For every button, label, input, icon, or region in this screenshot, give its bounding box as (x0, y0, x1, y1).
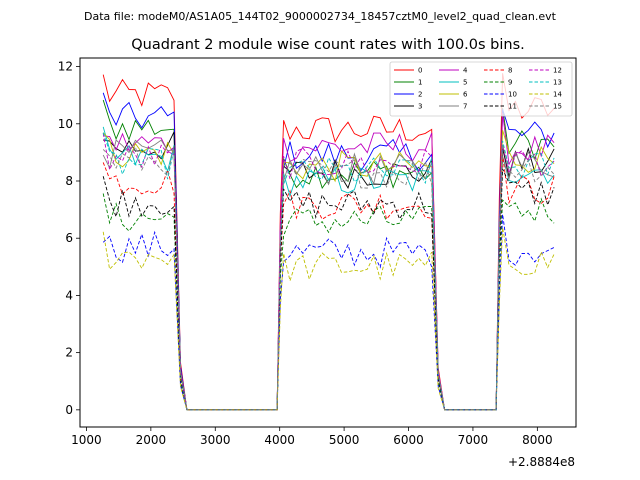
y-tick-label: 2 (65, 346, 73, 360)
x-tick-label: 5000 (329, 433, 360, 447)
legend-label-9: 9 (508, 79, 512, 87)
plot-area (80, 58, 576, 427)
x-tick-label: 4000 (264, 433, 295, 447)
plot-frame (79, 57, 577, 428)
legend-label-1: 1 (418, 79, 422, 87)
legend-label-4: 4 (463, 67, 468, 75)
legend-label-6: 6 (463, 91, 468, 99)
x-tick-label: 2000 (136, 433, 167, 447)
legend-label-15: 15 (553, 103, 562, 111)
x-tick-label: 7000 (458, 433, 489, 447)
legend-label-8: 8 (508, 67, 512, 75)
y-tick-label: 12 (58, 60, 73, 74)
x-tick-label: 8000 (522, 433, 553, 447)
legend-label-10: 10 (508, 91, 517, 99)
legend-label-13: 13 (553, 79, 562, 87)
x-offset-text: +2.8884e8 (508, 455, 575, 469)
series-layer (102, 73, 555, 411)
y-tick-label: 10 (58, 117, 73, 131)
legend-label-2: 2 (418, 91, 422, 99)
y-tick-label: 6 (65, 231, 73, 245)
series-line-10 (102, 214, 555, 411)
y-tick-label: 0 (65, 403, 73, 417)
x-tick-label: 6000 (393, 433, 424, 447)
y-tick-label: 8 (65, 174, 73, 188)
x-tick-label: 1000 (71, 433, 102, 447)
y-tick-label: 4 (65, 288, 73, 302)
legend-label-14: 14 (553, 91, 562, 99)
figure-suptitle: Data file: modeM0/AS1A05_144T02_90000027… (84, 10, 557, 23)
legend-label-12: 12 (553, 67, 562, 75)
legend-label-5: 5 (463, 79, 467, 87)
legend-frame (389, 61, 573, 117)
tick-layer: 1000 2000 3000 4000 5000 6000 7000 800002468101… (58, 60, 553, 447)
legend-label-0: 0 (418, 67, 422, 75)
series-line-15 (102, 144, 555, 411)
x-tick-label: 3000 (200, 433, 231, 447)
legend-label-11: 11 (508, 103, 517, 111)
chart-title: Quadrant 2 module wise count rates with … (131, 37, 525, 53)
legend-label-3: 3 (418, 103, 422, 111)
legend-label-7: 7 (463, 103, 467, 111)
